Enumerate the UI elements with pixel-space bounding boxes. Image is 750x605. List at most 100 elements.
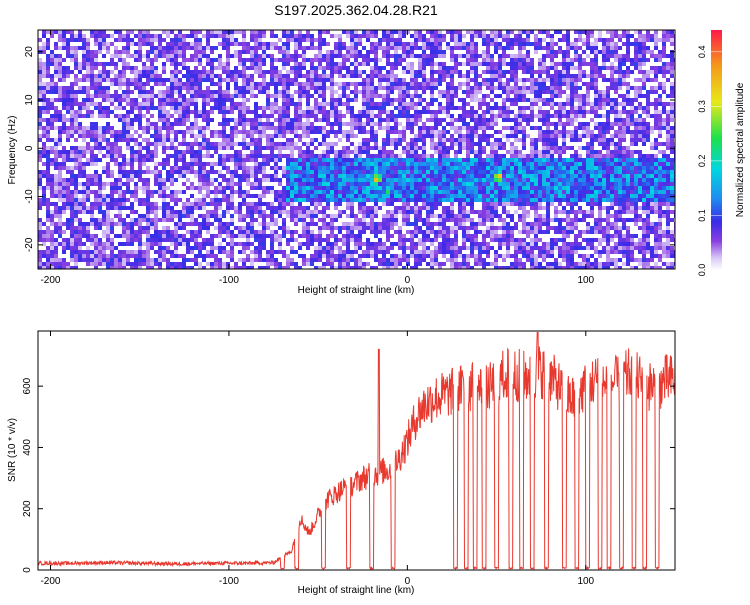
heatmap-cell bbox=[282, 194, 286, 198]
heatmap-cell bbox=[230, 234, 234, 238]
heatmap-cell bbox=[402, 66, 406, 70]
heatmap-cell bbox=[238, 130, 242, 134]
heatmap-cell bbox=[346, 94, 350, 98]
heatmap-cell bbox=[218, 30, 222, 34]
heatmap-cell bbox=[442, 94, 446, 98]
heatmap-cell bbox=[302, 134, 306, 138]
heatmap-cell bbox=[414, 30, 418, 34]
heatmap-cell bbox=[338, 46, 342, 50]
heatmap-cell bbox=[114, 246, 118, 250]
heatmap-cell bbox=[142, 102, 146, 106]
heatmap-cell bbox=[310, 262, 314, 266]
heatmap-cell bbox=[302, 174, 306, 178]
heatmap-cell bbox=[346, 182, 350, 186]
heatmap-cell bbox=[182, 66, 186, 70]
heatmap-cell bbox=[470, 90, 474, 94]
spectrogram-cells bbox=[38, 30, 675, 269]
heatmap-cell bbox=[350, 90, 354, 94]
heatmap-cell bbox=[162, 90, 166, 94]
heatmap-cell bbox=[466, 210, 470, 214]
heatmap-cell bbox=[122, 230, 126, 234]
heatmap-cell bbox=[454, 162, 458, 166]
heatmap-cell bbox=[366, 110, 370, 114]
heatmap-cell bbox=[294, 74, 298, 78]
heatmap-cell bbox=[354, 126, 358, 130]
heatmap-cell bbox=[382, 50, 386, 54]
heatmap-cell bbox=[38, 38, 42, 42]
heatmap-cell bbox=[362, 150, 366, 154]
heatmap-cell bbox=[330, 158, 334, 162]
heatmap-cell bbox=[430, 222, 434, 226]
heatmap-cell bbox=[282, 146, 286, 150]
heatmap-cell bbox=[186, 198, 190, 202]
heatmap-cell bbox=[82, 134, 86, 138]
heatmap-cell bbox=[70, 266, 74, 269]
heatmap-cell bbox=[470, 158, 474, 162]
heatmap-cell bbox=[426, 190, 430, 194]
heatmap-cell bbox=[350, 206, 354, 210]
heatmap-cell bbox=[354, 58, 358, 62]
heatmap-cell bbox=[182, 122, 186, 126]
heatmap-cell bbox=[470, 70, 474, 74]
heatmap-cell bbox=[290, 154, 294, 158]
heatmap-cell bbox=[246, 122, 250, 126]
heatmap-cell bbox=[410, 66, 414, 70]
heatmap-cell bbox=[442, 66, 446, 70]
heatmap-cell bbox=[390, 34, 394, 38]
heatmap-cell bbox=[434, 82, 438, 86]
heatmap-cell bbox=[118, 146, 122, 150]
heatmap-cell bbox=[382, 254, 386, 258]
heatmap-cell bbox=[194, 70, 198, 74]
heatmap-cell bbox=[154, 210, 158, 214]
heatmap-cell bbox=[382, 146, 386, 150]
heatmap-cell bbox=[326, 238, 330, 242]
heatmap-cell bbox=[142, 258, 146, 262]
heatmap-cell bbox=[82, 222, 86, 226]
heatmap-cell bbox=[62, 222, 66, 226]
heatmap-cell bbox=[46, 106, 50, 110]
heatmap-cell bbox=[386, 134, 390, 138]
heatmap-cell bbox=[462, 182, 466, 186]
heatmap-cell bbox=[418, 226, 422, 230]
heatmap-cell bbox=[122, 114, 126, 118]
heatmap-cell bbox=[90, 122, 94, 126]
heatmap-cell bbox=[370, 214, 374, 218]
heatmap-cell bbox=[338, 166, 342, 170]
heatmap-cell bbox=[418, 130, 422, 134]
heatmap-cell bbox=[334, 186, 338, 190]
heatmap-cell bbox=[134, 58, 138, 62]
heatmap-cell bbox=[302, 50, 306, 54]
heatmap-cell bbox=[218, 54, 222, 58]
heatmap-cell bbox=[362, 90, 366, 94]
heatmap-cell bbox=[62, 182, 66, 186]
heatmap-cell bbox=[366, 190, 370, 194]
heatmap-cell bbox=[154, 106, 158, 110]
heatmap-cell bbox=[78, 190, 82, 194]
heatmap-cell bbox=[422, 86, 426, 90]
heatmap-cell bbox=[270, 74, 274, 78]
heatmap-cell bbox=[206, 90, 210, 94]
heatmap-cell bbox=[354, 190, 358, 194]
heatmap-cell bbox=[58, 134, 62, 138]
heatmap-cell bbox=[226, 222, 230, 226]
heatmap-cell bbox=[450, 30, 454, 34]
heatmap-cell bbox=[326, 150, 330, 154]
heatmap-cell bbox=[382, 170, 386, 174]
heatmap-cell bbox=[374, 198, 378, 202]
heatmap-cell bbox=[374, 202, 378, 206]
heatmap-cell bbox=[262, 218, 266, 222]
heatmap-cell bbox=[342, 46, 346, 50]
heatmap-cell bbox=[90, 34, 94, 38]
heatmap-cell bbox=[382, 66, 386, 70]
heatmap-cell bbox=[106, 50, 110, 54]
heatmap-cell bbox=[170, 254, 174, 258]
heatmap-cell bbox=[210, 82, 214, 86]
heatmap-cell bbox=[210, 266, 214, 269]
heatmap-cell bbox=[310, 234, 314, 238]
heatmap-cell bbox=[242, 262, 246, 266]
heatmap-cell bbox=[158, 250, 162, 254]
heatmap-cell bbox=[438, 70, 442, 74]
heatmap-cell bbox=[230, 202, 234, 206]
heatmap-cell bbox=[54, 250, 58, 254]
heatmap-cell bbox=[150, 154, 154, 158]
